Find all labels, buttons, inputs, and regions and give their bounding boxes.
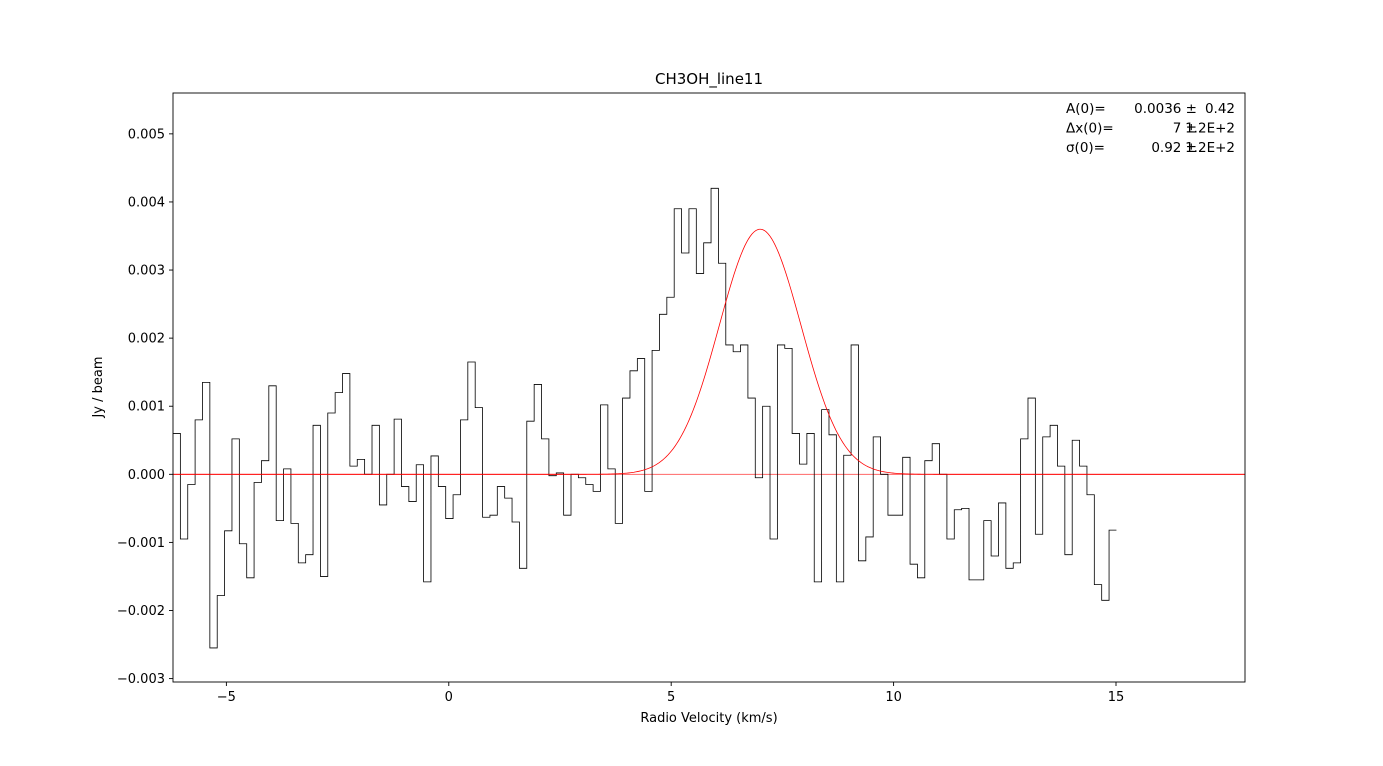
y-tick-label: 0.003 bbox=[128, 264, 165, 279]
fit-param-error: 1.2E+2 bbox=[1185, 121, 1235, 137]
fit-param-value: 0.92 ± bbox=[1151, 140, 1197, 156]
y-tick-label: 0.004 bbox=[128, 195, 165, 210]
y-tick-label: 0.000 bbox=[128, 468, 165, 483]
chart-title: CH3OH_line11 bbox=[655, 70, 763, 89]
y-tick-label: −0.002 bbox=[117, 604, 165, 619]
fit-param-error: 1.2E+2 bbox=[1185, 140, 1235, 156]
fit-param-label: A(0)= bbox=[1066, 101, 1106, 117]
y-tick-label: −0.003 bbox=[117, 672, 165, 687]
fit-param-label: Δx(0)= bbox=[1066, 121, 1114, 137]
y-tick-label: −0.001 bbox=[117, 536, 165, 551]
y-tick-label: 0.001 bbox=[128, 400, 165, 415]
x-tick-label: 0 bbox=[445, 690, 453, 705]
x-tick-label: 15 bbox=[1108, 690, 1125, 705]
gaussian-fit-line bbox=[173, 228, 1245, 475]
x-tick-label: 10 bbox=[885, 690, 902, 705]
y-tick-label: 0.002 bbox=[128, 332, 165, 347]
fit-param-value: 7 ± bbox=[1173, 121, 1197, 137]
x-axis-label: Radio Velocity (km/s) bbox=[640, 711, 777, 726]
spectrum-line bbox=[173, 187, 1117, 649]
plot-frame bbox=[172, 92, 1246, 683]
x-tick-label: 5 bbox=[667, 690, 675, 705]
x-tick-label: −5 bbox=[217, 690, 236, 705]
fit-param-value: 0.0036 ± bbox=[1134, 101, 1197, 117]
fit-param-label: σ(0)= bbox=[1066, 140, 1105, 156]
y-axis-label: Jy / beam bbox=[91, 356, 106, 418]
y-tick-label: 0.005 bbox=[128, 127, 165, 142]
fit-param-error: 0.42 bbox=[1205, 101, 1235, 117]
